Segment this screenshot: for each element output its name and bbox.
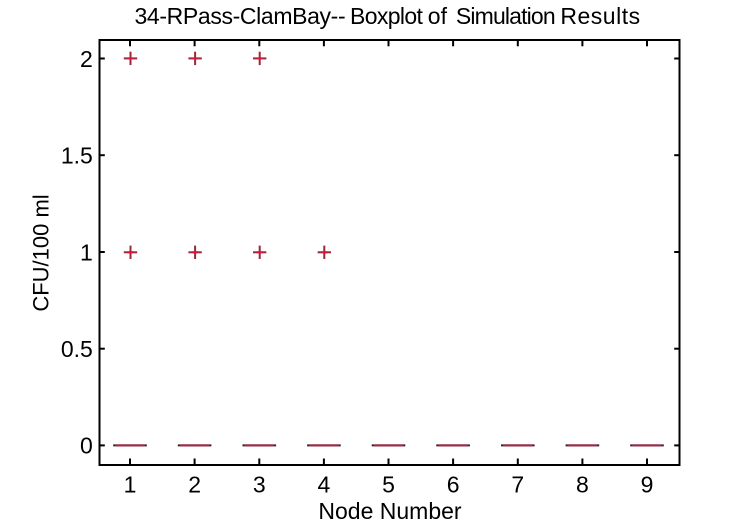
svg-text:0: 0 <box>80 433 93 459</box>
svg-text:3: 3 <box>253 472 266 498</box>
svg-text:CFU/100 ml: CFU/100 ml <box>29 194 54 311</box>
svg-text:of: of <box>428 3 448 29</box>
svg-text:2: 2 <box>80 46 93 72</box>
svg-text:9: 9 <box>641 472 654 498</box>
svg-text:6: 6 <box>447 472 460 498</box>
svg-text:8: 8 <box>576 472 589 498</box>
svg-text:1.5: 1.5 <box>61 143 93 169</box>
svg-text:4: 4 <box>318 472 331 498</box>
svg-text:34-RPass-ClamBay--: 34-RPass-ClamBay-- <box>135 3 346 29</box>
svg-text:Results: Results <box>560 3 640 29</box>
svg-text:0.5: 0.5 <box>61 336 93 362</box>
svg-text:5: 5 <box>382 472 395 498</box>
svg-text:Boxplot: Boxplot <box>350 3 423 29</box>
svg-text:1: 1 <box>124 472 137 498</box>
svg-text:2: 2 <box>188 472 201 498</box>
svg-text:Simulation: Simulation <box>456 3 555 29</box>
svg-text:1: 1 <box>80 239 93 265</box>
svg-text:Node Number: Node Number <box>318 498 462 524</box>
svg-text:7: 7 <box>511 472 524 498</box>
